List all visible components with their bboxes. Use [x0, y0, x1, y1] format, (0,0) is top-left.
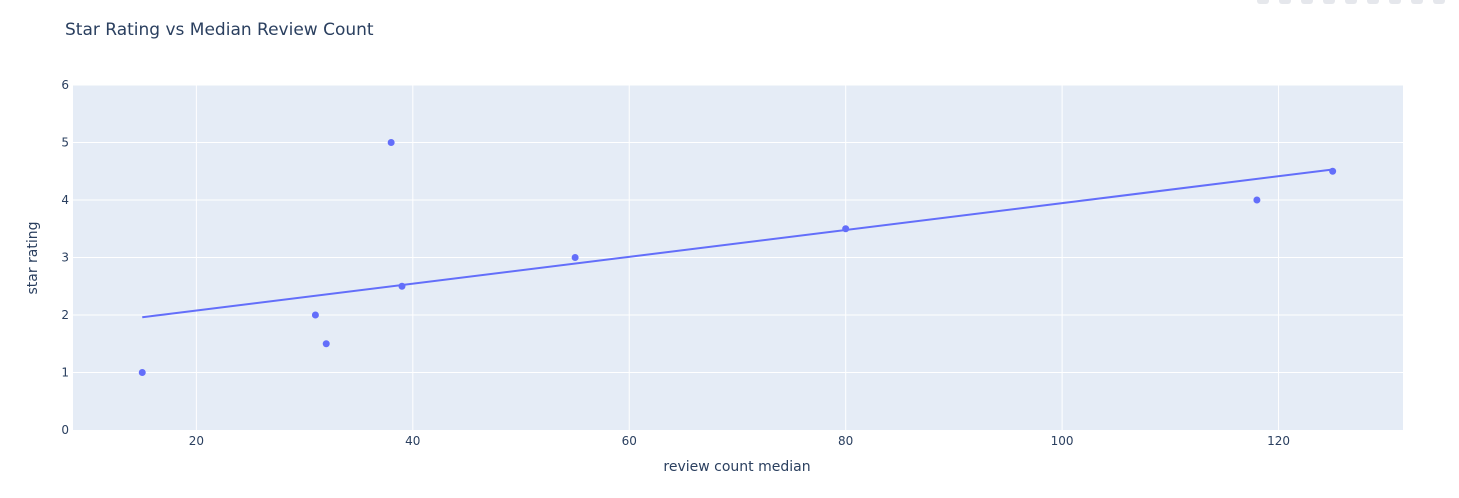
x-tick-label: 60 [622, 434, 637, 448]
lasso-icon[interactable] [1345, 0, 1357, 4]
x-tick-label: 120 [1267, 434, 1290, 448]
camera-icon[interactable] [1257, 0, 1269, 4]
box-select-icon[interactable] [1323, 0, 1335, 4]
y-axis-label: star rating [25, 221, 41, 294]
y-tick-label: 6 [61, 78, 69, 92]
modebar[interactable] [1257, 0, 1445, 6]
data-point [311, 311, 319, 319]
pan-icon[interactable] [1301, 0, 1313, 4]
data-points [138, 139, 1337, 376]
trendline [142, 168, 1333, 319]
data-point [322, 340, 330, 348]
data-point [387, 139, 395, 146]
x-axis-label: review count median [663, 459, 810, 475]
x-tick-label: 80 [838, 434, 853, 448]
reset-axes-icon[interactable] [1433, 0, 1445, 4]
data-point [138, 369, 146, 376]
y-tick-label: 5 [61, 136, 69, 150]
y-tick-label: 3 [61, 251, 69, 265]
tick-labels: 20 40 60 80 100 120 0 1 2 3 4 5 6 [61, 78, 1290, 448]
data-point [1253, 196, 1261, 204]
y-tick-label: 4 [61, 193, 69, 207]
grid-lines [73, 84, 1403, 430]
y-tick-label: 1 [61, 366, 69, 380]
zoom-out-icon[interactable] [1389, 0, 1401, 4]
y-tick-label: 2 [61, 308, 69, 322]
data-point [1329, 167, 1337, 175]
zoom-icon[interactable] [1279, 0, 1291, 4]
x-tick-label: 20 [189, 434, 204, 448]
y-tick-label: 0 [61, 423, 69, 437]
data-point [398, 282, 406, 290]
trendline-layer [142, 168, 1333, 319]
x-tick-label: 100 [1051, 434, 1074, 448]
data-point [842, 225, 850, 233]
data-point [571, 254, 579, 261]
zoom-in-icon[interactable] [1367, 0, 1379, 4]
x-tick-label: 40 [405, 434, 420, 448]
autoscale-icon[interactable] [1411, 0, 1423, 4]
chart-title: Star Rating vs Median Review Count [65, 20, 374, 40]
